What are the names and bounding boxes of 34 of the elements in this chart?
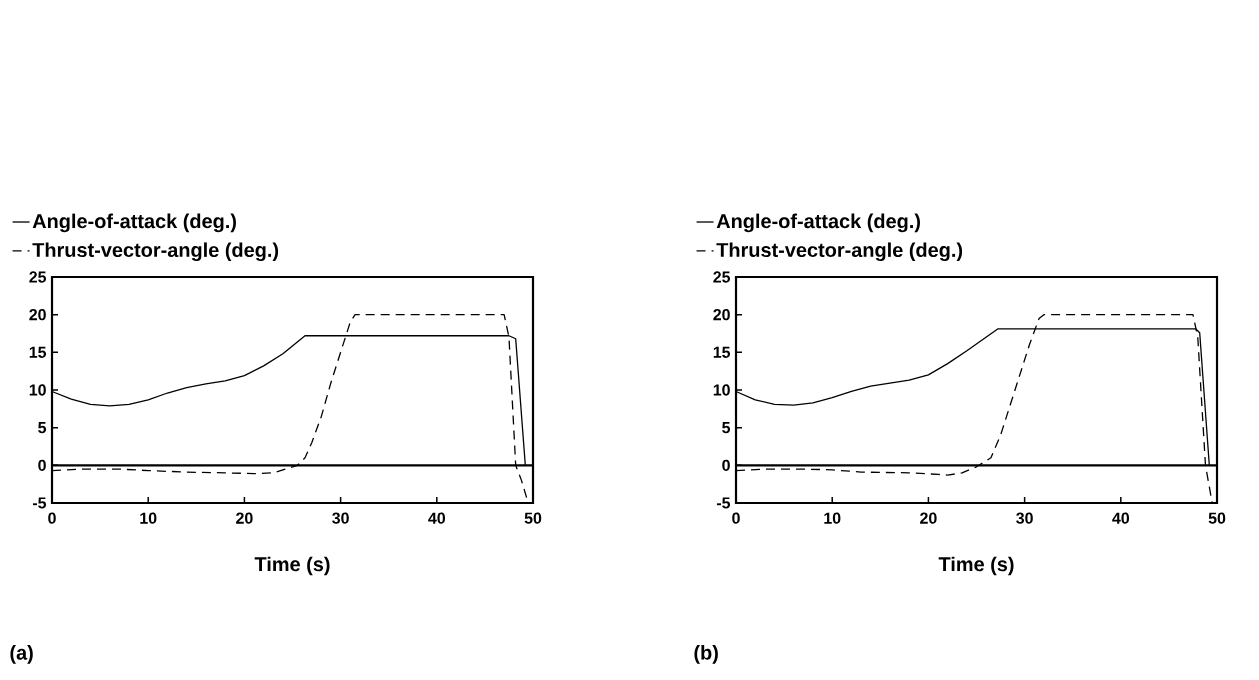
legend-label: Thrust-vector-angle (deg.): [32, 242, 279, 262]
y-tick-label: 25: [713, 271, 731, 283]
x-tick-label: 50: [1208, 512, 1226, 524]
x-axis-title: Time (s): [938, 556, 1014, 576]
y-tick-label: 0: [38, 459, 46, 471]
x-tick-label: 40: [428, 512, 446, 524]
x-tick-label: 40: [1112, 512, 1130, 524]
x-tick-label: 10: [824, 512, 841, 524]
x-axis-title: Time (s): [254, 556, 330, 576]
legend-label: Thrust-vector-angle (deg.): [716, 242, 963, 262]
y-tick-label: 10: [713, 384, 730, 396]
y-tick-label: 20: [713, 309, 730, 321]
y-tick-label: 20: [29, 309, 46, 321]
y-tick-label: 15: [29, 346, 47, 358]
y-tick-label: 5: [722, 422, 731, 434]
y-tick-label: 15: [713, 346, 731, 358]
legend-label: Angle-of-attack (deg.): [32, 213, 236, 233]
y-tick-label: -5: [32, 497, 47, 509]
x-tick-label: 20: [236, 512, 253, 524]
x-tick-label: 0: [732, 512, 740, 524]
legend-label: Angle-of-attack (deg.): [716, 213, 920, 233]
x-tick-label: 30: [332, 512, 349, 524]
text: (b): [694, 645, 718, 664]
y-tick-label: 0: [722, 459, 730, 471]
x-tick-label: 10: [140, 512, 157, 524]
x-tick-label: 30: [1016, 512, 1033, 524]
text: (a): [10, 645, 33, 664]
y-tick-label: 25: [29, 271, 47, 283]
y-tick-label: 5: [38, 422, 47, 434]
x-tick-label: 20: [920, 512, 937, 524]
y-tick-label: -5: [716, 497, 731, 509]
x-tick-label: 50: [524, 512, 542, 524]
y-tick-label: 10: [29, 384, 46, 396]
x-tick-label: 0: [48, 512, 56, 524]
